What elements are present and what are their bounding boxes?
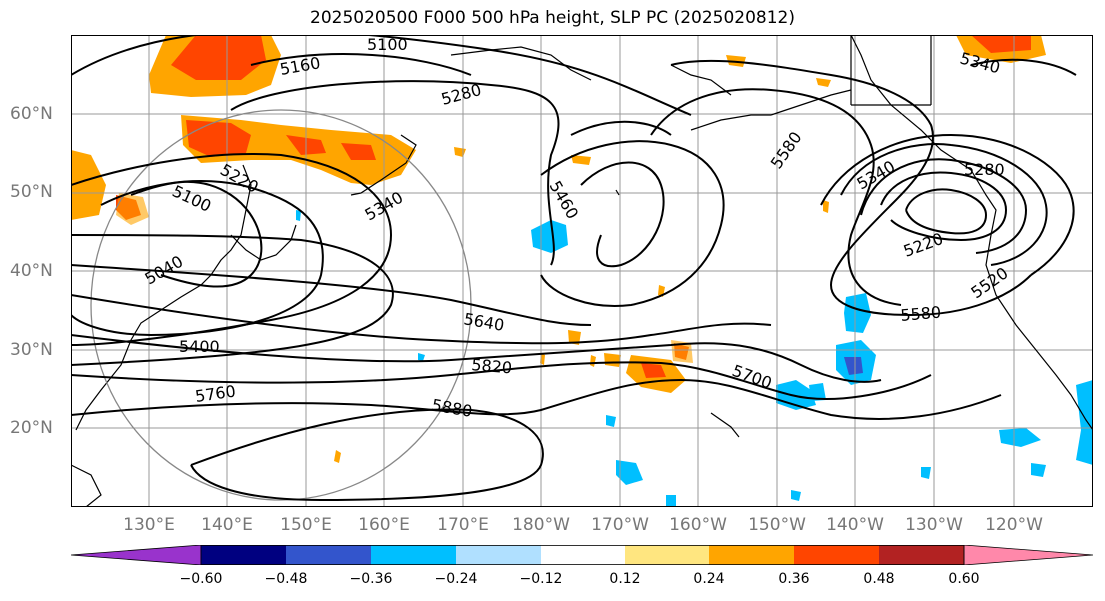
colorbar-extend-left bbox=[71, 545, 202, 565]
lon-label: 140°W bbox=[826, 515, 884, 535]
colorbar-segment bbox=[709, 545, 794, 565]
colorbar-segment bbox=[456, 545, 541, 565]
positive-anomaly-shading bbox=[71, 35, 1046, 463]
colorbar-segment bbox=[541, 545, 625, 565]
lon-label: 140°E bbox=[201, 515, 253, 535]
contour-label: 5820 bbox=[471, 355, 513, 377]
lon-label: 130°W bbox=[905, 515, 963, 535]
map-title: 2025020500 F000 500 hPa height, SLP PC (… bbox=[310, 8, 795, 28]
lon-label: 160°W bbox=[669, 515, 727, 535]
height-contours bbox=[71, 35, 1077, 502]
map-panel: 5100 5160 5280 5580 5340 5280 5220 5460 … bbox=[71, 35, 1093, 507]
colorbar-tick: −0.60 bbox=[179, 571, 223, 587]
lon-label: 180°W bbox=[512, 515, 570, 535]
lat-label: 30°N bbox=[10, 340, 53, 360]
lon-label: 150°W bbox=[748, 515, 806, 535]
colorbar-segment bbox=[794, 545, 879, 565]
colorbar-segment bbox=[371, 545, 456, 565]
lon-label: 160°E bbox=[358, 515, 410, 535]
colorbar-tick: −0.12 bbox=[519, 571, 563, 587]
contour-label: 5280 bbox=[964, 160, 1005, 179]
colorbar-extend-right bbox=[963, 545, 1093, 565]
negative-anomaly-shading bbox=[296, 210, 1093, 507]
lat-label: 60°N bbox=[10, 104, 53, 124]
lat-label: 40°N bbox=[10, 261, 53, 281]
lon-label: 150°E bbox=[280, 515, 332, 535]
coastlines bbox=[71, 35, 1093, 507]
colorbar-segment bbox=[625, 545, 709, 565]
colorbar-tick: 0.60 bbox=[948, 571, 980, 587]
contour-label: 5100 bbox=[367, 35, 408, 54]
colorbar-segment bbox=[879, 545, 964, 565]
lat-label: 20°N bbox=[10, 418, 53, 438]
colorbar-tick: −0.36 bbox=[349, 571, 393, 587]
lon-label: 120°W bbox=[985, 515, 1043, 535]
colorbar-segment bbox=[201, 545, 286, 565]
colorbar-tick: 0.36 bbox=[778, 571, 810, 587]
colorbar-tick: 0.12 bbox=[609, 571, 641, 587]
colorbar-tick: 0.24 bbox=[693, 571, 725, 587]
lat-label: 50°N bbox=[10, 182, 53, 202]
contour-label: 5400 bbox=[179, 337, 220, 356]
colorbar-tick: −0.24 bbox=[434, 571, 478, 587]
colorbar bbox=[71, 545, 1093, 565]
colorbar-tick: −0.48 bbox=[264, 571, 308, 587]
colorbar-segment bbox=[286, 545, 371, 565]
lon-label: 170°E bbox=[437, 515, 489, 535]
lon-label: 130°E bbox=[123, 515, 175, 535]
colorbar-tick: 0.48 bbox=[863, 571, 895, 587]
lon-label: 170°W bbox=[591, 515, 649, 535]
contour-label: 5580 bbox=[900, 303, 942, 325]
